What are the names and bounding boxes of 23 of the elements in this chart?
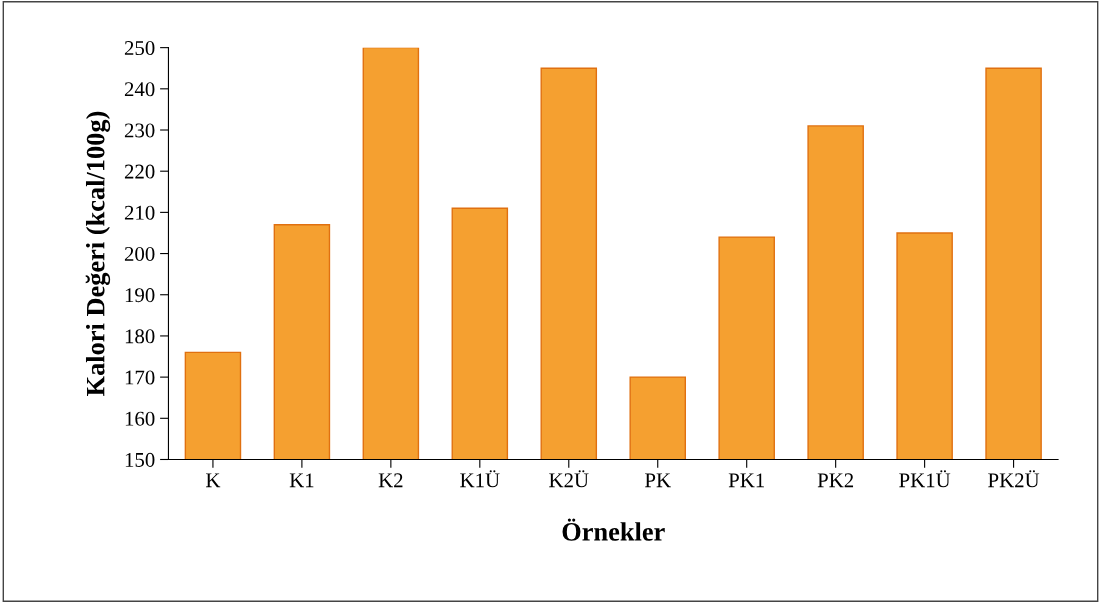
y-tick-label: 170 xyxy=(125,370,155,385)
x-tick-label: K1 xyxy=(289,473,314,488)
y-tick-label: 210 xyxy=(124,205,155,220)
x-tick-label: K xyxy=(206,473,221,488)
y-tick-label: 250 xyxy=(124,41,155,56)
y-tick-label: 160 xyxy=(125,411,155,426)
x-tick-label: K1Ü xyxy=(460,470,500,488)
x-tick-label: PK2 xyxy=(817,473,854,488)
y-tick-label: 190 xyxy=(125,288,155,303)
x-axis-title: Örnekler xyxy=(562,518,665,541)
x-tick-label: K2Ü xyxy=(549,470,589,488)
y-tick-label: 220 xyxy=(124,164,155,179)
y-tick-label: 230 xyxy=(124,123,155,138)
y-tick-label: 150 xyxy=(125,452,155,467)
x-tick-label: PK xyxy=(645,473,671,488)
x-tick-label: PK1 xyxy=(728,473,764,488)
x-tick-label: PK1Ü xyxy=(899,470,951,488)
x-tick-label: PK2Ü xyxy=(988,470,1040,488)
y-tick-label: 180 xyxy=(125,329,155,344)
x-tick-label: K2 xyxy=(378,473,403,488)
y-tick-label: 240 xyxy=(124,82,155,97)
y-axis-title: Kalori Değeri (kcal/100g) xyxy=(85,111,111,397)
y-tick-label: 200 xyxy=(124,246,155,261)
